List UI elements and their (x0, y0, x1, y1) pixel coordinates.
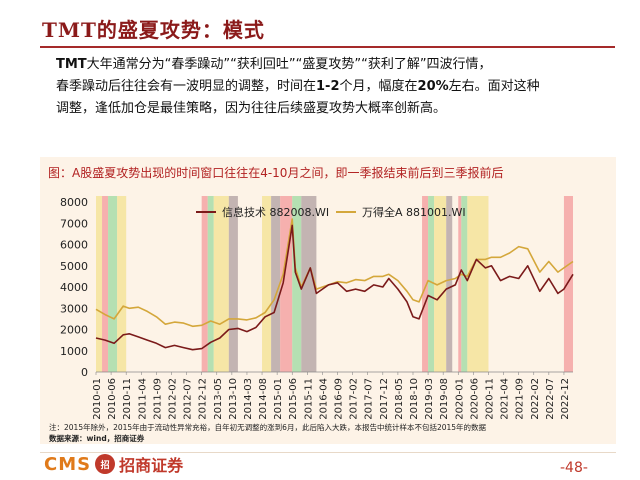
shaded-period (461, 196, 468, 372)
x-tick-label: 2012-02 (167, 378, 178, 420)
x-tick-label: 2013-05 (213, 378, 224, 420)
chart-panel (40, 157, 616, 444)
shaded-period (422, 196, 429, 372)
y-tick-label: 3000 (60, 302, 88, 315)
x-tick-label: 2022-02 (530, 378, 541, 420)
x-tick-label: 2017-07 (364, 378, 375, 420)
y-tick-label: 8000 (60, 196, 88, 209)
y-tick-label: 5000 (60, 260, 88, 273)
x-tick-label: 2015-11 (303, 378, 314, 420)
y-tick-label: 6000 (60, 239, 88, 252)
x-tick-label: 2022-07 (545, 378, 556, 420)
shaded-period (262, 196, 272, 372)
y-tick-label: 0 (81, 366, 88, 379)
shaded-period (96, 196, 103, 372)
body-tmt: TMT (56, 57, 87, 72)
body-line-1-rest: 大年通常分为“春季躁动”“获利回吐”“盛夏攻势”“获利了解”四波行情， (86, 57, 492, 72)
page-number: -48- (560, 460, 588, 476)
x-tick-label: 2016-09 (334, 378, 345, 420)
x-tick-label: 2022-12 (560, 378, 571, 420)
shaded-period (213, 196, 229, 372)
shaded-period (117, 196, 127, 372)
footer-divider (40, 452, 616, 453)
body-text: TMT大年通常分为“春季躁动”“获利回吐”“盛夏攻势”“获利了解”四波行情， 春… (56, 54, 616, 120)
shaded-period (292, 196, 302, 372)
shaded-period (108, 196, 118, 372)
body-line-1: TMT大年通常分为“春季躁动”“获利回吐”“盛夏攻势”“获利了解”四波行情， (56, 54, 616, 76)
y-tick-label: 4000 (60, 281, 88, 294)
y-tick-label: 7000 (60, 217, 88, 230)
x-tick-label: 2018-05 (394, 378, 405, 420)
shaded-period (467, 196, 489, 372)
shaded-period (201, 196, 208, 372)
chart-caption: 图：A股盛夏攻势出现的时间窗口往往在4-10月之间，即一季报结束前后到三季报前后 (48, 166, 504, 180)
x-tick-label: 2021-04 (500, 378, 511, 420)
body-line-2: 春季躁动后往往会有一波明显的调整，时间在1-2个月，幅度在20%左右。面对这种 (56, 76, 616, 98)
x-tick-label: 2010-06 (107, 378, 118, 420)
x-tick-label: 2013-10 (228, 378, 239, 420)
x-tick-label: 2018-10 (409, 378, 420, 420)
title-divider (40, 46, 615, 48)
shaded-period (428, 196, 435, 372)
logo-mark-icon: 招 (95, 454, 116, 474)
x-tick-label: 2015-06 (288, 378, 299, 420)
body-line-2e: 左右。面对这种 (448, 79, 540, 94)
y-tick-label: 2000 (60, 324, 88, 337)
shaded-period (271, 196, 281, 372)
x-tick-label: 2015-01 (273, 378, 284, 420)
x-tick-label: 2019-08 (439, 378, 450, 420)
x-tick-label: 2010-11 (122, 378, 133, 420)
x-tick-label: 2014-03 (243, 378, 254, 420)
x-tick-label: 2019-03 (424, 378, 435, 420)
x-tick-label: 2020-01 (454, 378, 465, 420)
shaded-period (102, 196, 109, 372)
legend-label: 万得全A 881001.WI (362, 205, 466, 219)
shaded-period (228, 196, 238, 372)
footnote: 注：2015年除外，2015年由于流动性异常充裕，自年初无调整的涨到6月，此后陷… (49, 423, 487, 432)
slide-title: TMT的盛夏攻势：模式 (42, 18, 265, 42)
x-tick-label: 2016-04 (318, 378, 329, 420)
x-tick-label: 2011-09 (152, 378, 163, 420)
company-logo: CMS 招 招商证券 (44, 453, 184, 476)
x-tick-label: 2012-07 (183, 378, 194, 420)
data-source: 数据来源：wind，招商证券 (49, 434, 145, 443)
shaded-period (458, 196, 462, 372)
body-magnitude: 20% (417, 79, 449, 94)
y-tick-label: 1000 (60, 345, 88, 358)
x-tick-label: 2012-12 (198, 378, 209, 420)
shaded-period (207, 196, 214, 372)
series-line-2 (95, 218, 574, 328)
body-line-2a: 春季躁动后往往会有一波明显的调整，时间在 (56, 79, 317, 94)
x-tick-label: 2017-12 (379, 378, 390, 420)
shaded-period (563, 196, 573, 372)
x-tick-label: 2010-01 (92, 378, 103, 420)
body-duration: 1-2 (316, 79, 340, 94)
x-tick-label: 2020-06 (469, 378, 480, 420)
x-tick-label: 2017-02 (349, 378, 360, 420)
body-line-2c: 个月，幅度在 (339, 79, 418, 94)
shaded-period (280, 196, 293, 372)
shaded-period (446, 196, 453, 372)
body-line-3: 调整，逢低加仓是最佳策略，因为往往后续盛夏攻势大概率创新高。 (56, 101, 447, 116)
legend-label: 信息技术 882008.WI (222, 205, 329, 219)
logo-name: 招商证券 (119, 456, 184, 475)
logo-brand: CMS (44, 453, 92, 475)
x-tick-label: 2011-04 (137, 378, 148, 420)
x-tick-label: 2021-09 (515, 378, 526, 420)
x-tick-label: 2020-11 (484, 378, 495, 420)
series-line-1 (95, 224, 574, 351)
shaded-period (301, 196, 317, 372)
x-tick-label: 2014-08 (258, 378, 269, 420)
